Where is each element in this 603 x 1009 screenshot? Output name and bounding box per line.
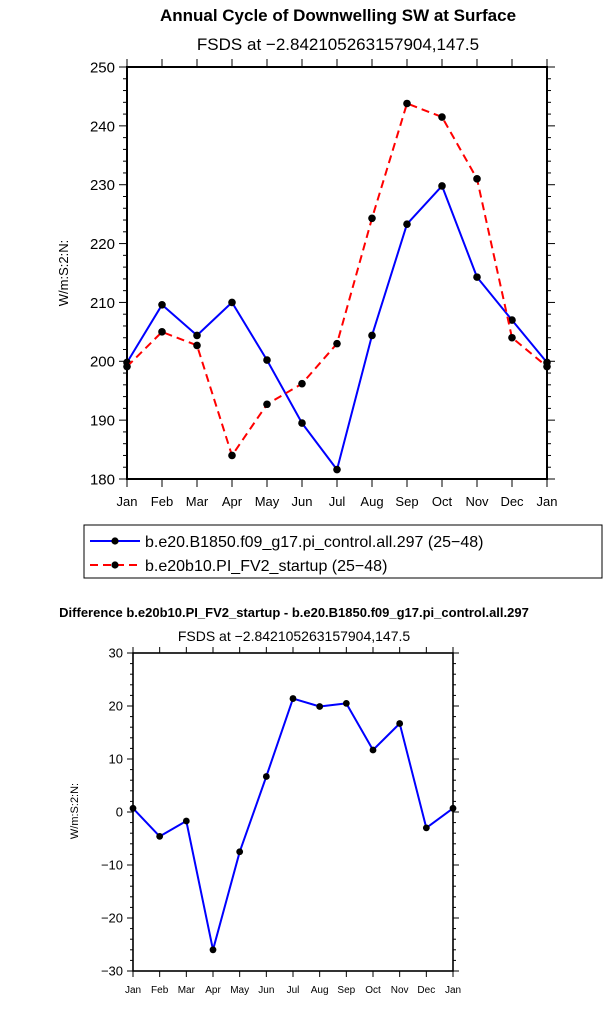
y-tick-label: 0 (116, 805, 123, 820)
data-point-s0-3 (228, 298, 236, 307)
data-point-s1-2 (193, 341, 201, 350)
y-tick-label: 250 (90, 59, 115, 76)
x-tick-label: Aug (311, 985, 329, 996)
x-tick-label: Nov (465, 494, 489, 509)
y-tick-label: 180 (90, 471, 115, 488)
data-point-s1-5 (298, 379, 306, 388)
data-point-s0-1 (156, 832, 164, 840)
series-line-0 (132, 697, 454, 951)
data-point-s1-7 (368, 214, 376, 223)
y-tick-label: 240 (90, 118, 115, 135)
data-point-s0-10 (473, 273, 481, 281)
data-point-s0-6 (289, 695, 297, 702)
data-point-s0-1 (158, 300, 166, 309)
data-point-s0-2 (182, 817, 190, 825)
x-tick-label: Feb (151, 985, 169, 996)
chart2-ylabel: W/m:S:2:N: (69, 783, 81, 839)
data-point-s0-7 (316, 703, 324, 710)
data-point-s0-9 (438, 182, 446, 190)
x-tick-label: Jun (292, 494, 313, 509)
data-point-s1-3 (228, 451, 236, 460)
x-tick-label: Sep (395, 494, 418, 509)
data-point-s0-8 (403, 220, 411, 228)
chart2-title: Difference b.e20b10.PI_FV2_startup - b.e… (59, 605, 529, 620)
data-point-s1-4 (263, 400, 271, 409)
data-point-s0-10 (396, 720, 404, 727)
y-tick-label: 10 (109, 752, 123, 767)
data-point-s0-5 (262, 773, 270, 780)
x-tick-label: Mar (178, 985, 196, 996)
legend-label-control: b.e20.B1850.f09_g17.pi_control.all.297 (… (145, 534, 483, 551)
y-tick-label: −20 (101, 911, 123, 926)
data-point-s1-6 (333, 339, 341, 348)
x-tick-label: Sep (337, 985, 355, 996)
data-point-s0-5 (298, 419, 306, 427)
data-point-s1-9 (438, 113, 446, 121)
x-tick-label: Jun (258, 985, 274, 996)
x-tick-label: Jul (329, 494, 346, 509)
x-tick-label: Dec (417, 985, 435, 996)
x-tick-label: Jan (537, 494, 558, 509)
x-tick-label: Jul (287, 985, 300, 996)
x-tick-label: Apr (222, 494, 243, 509)
chart1-frame (126, 66, 548, 480)
data-point-s0-6 (333, 465, 341, 474)
data-point-s0-11 (422, 824, 430, 832)
chart1-subtitle: FSDS at −2.842105263157904,147.5 (197, 35, 479, 54)
x-tick-label: Jan (125, 985, 141, 996)
y-tick-label: 230 (90, 177, 115, 194)
legend-label-startup: b.e20b10.PI_FV2_startup (25−48) (145, 558, 387, 575)
x-tick-label: Oct (365, 985, 381, 996)
chart1-title: Annual Cycle of Downwelling SW at Surfac… (160, 6, 516, 25)
data-point-s1-1 (158, 328, 166, 336)
x-tick-label: Aug (360, 494, 383, 509)
data-point-s0-8 (342, 699, 350, 707)
x-tick-label: Apr (205, 985, 221, 996)
legend-marker-control (111, 537, 119, 545)
x-tick-label: Jan (117, 494, 138, 509)
x-tick-label: Jan (445, 985, 461, 996)
chart2-plot: −30 −20 −10 0 10 20 30 Jan Feb Mar Apr May Jun Jul Aug… (101, 646, 461, 996)
y-tick-label: 200 (90, 354, 115, 371)
y-tick-label: −30 (101, 964, 123, 979)
y-tick-label: 220 (90, 236, 115, 253)
x-tick-label: Nov (391, 985, 409, 996)
y-tick-label: 20 (109, 699, 123, 714)
data-point-s0-11 (508, 316, 516, 324)
chart1-legend: b.e20.B1850.f09_g17.pi_control.all.297 (… (83, 524, 603, 579)
x-tick-label: Feb (151, 494, 173, 509)
y-tick-label: −10 (101, 858, 123, 873)
data-point-s0-2 (193, 331, 201, 340)
series-line-0 (126, 184, 548, 471)
series-line-1 (126, 102, 548, 457)
x-tick-label: Dec (500, 494, 524, 509)
y-tick-label: 210 (90, 295, 115, 312)
chart2-subtitle: FSDS at −2.842105263157904,147.5 (178, 628, 411, 644)
data-point-s1-10 (473, 175, 481, 183)
x-tick-label: May (255, 494, 280, 509)
chart2-frame (132, 652, 454, 972)
x-tick-label: May (230, 985, 249, 996)
data-point-s0-7 (368, 331, 376, 340)
data-point-s0-9 (369, 746, 377, 754)
legend-box (83, 524, 603, 579)
x-tick-label: Mar (186, 494, 209, 509)
data-point-s1-11 (508, 333, 516, 342)
y-tick-label: 190 (90, 413, 115, 430)
data-point-s1-8 (403, 99, 411, 108)
data-point-s0-4 (263, 356, 271, 364)
legend-marker-startup (111, 561, 119, 569)
data-point-s0-4 (236, 848, 244, 856)
chart1-ylabel: W/m:S:2:N: (56, 240, 71, 306)
chart1-plot: 180 190 200 210 220 230 240 250 Jan Feb Mar Apr May J… (90, 59, 558, 509)
x-tick-label: Oct (432, 494, 453, 509)
y-tick-label: 30 (109, 646, 123, 661)
data-point-s0-3 (209, 946, 217, 954)
